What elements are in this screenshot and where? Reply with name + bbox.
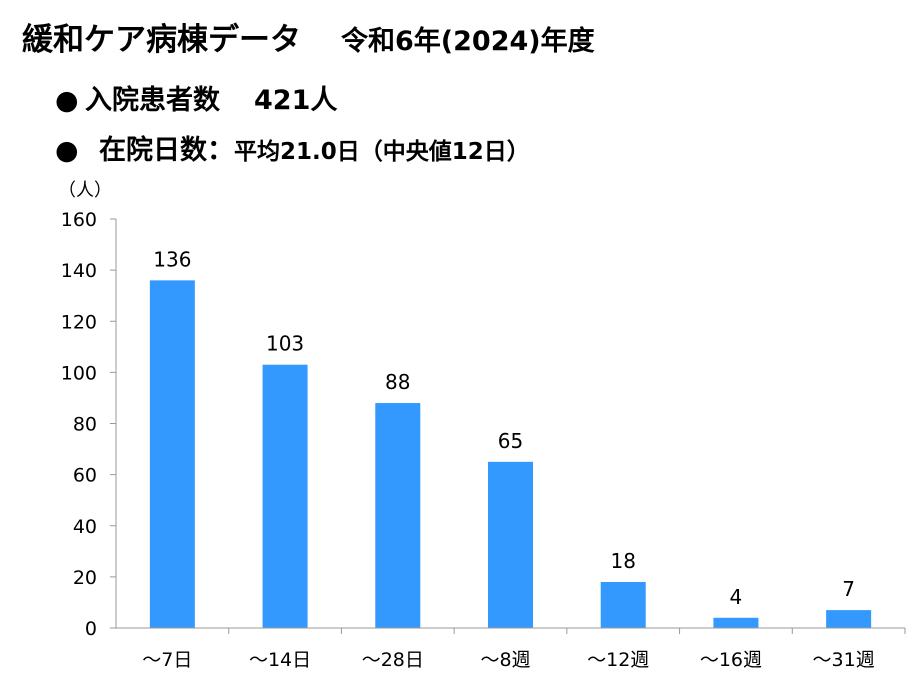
patients-label: 入院患者数 — [85, 85, 220, 116]
data-label: 136 — [153, 247, 191, 271]
y-tick-label: 80 — [73, 414, 97, 436]
y-tick-label: 20 — [73, 567, 97, 589]
y-axis-ticks: 0 20 40 60 80 100 120 140 160 — [61, 209, 116, 640]
patients-line: ● 入院患者数 421人 — [55, 78, 337, 117]
data-label: 65 — [498, 429, 523, 453]
stay-line: ● 在院日数：平均21.0日（中央値12日） — [55, 128, 530, 167]
y-tick-label: 160 — [61, 209, 97, 231]
x-axis-labels: ～7日 ～14日 ～28日 ～8週 ～12週 ～16週 ～31週 — [142, 649, 874, 671]
x-tick-label: ～14日 — [249, 649, 311, 671]
bar — [713, 617, 759, 628]
axes — [115, 219, 906, 634]
y-axis-label: （人） — [58, 180, 112, 201]
y-tick-label: 100 — [61, 362, 97, 384]
x-tick-label: ～8週 — [480, 649, 530, 671]
bar — [149, 280, 195, 628]
x-tick-label: ～31週 — [813, 649, 875, 671]
page-title: 緩和ケア病棟データ 令和6年(2024)年度 — [22, 14, 595, 59]
y-tick-label: 60 — [73, 465, 97, 487]
fiscal-year: 令和6年(2024)年度 — [341, 26, 595, 57]
x-tick-label: ～16週 — [700, 649, 762, 671]
bar — [488, 461, 533, 628]
y-tick-label: 120 — [61, 311, 97, 333]
data-label: 4 — [730, 585, 743, 609]
bars — [149, 280, 872, 628]
bullet-icon: ● — [55, 135, 79, 166]
data-label: 88 — [385, 370, 410, 394]
chart-title: 緩和ケア病棟データ — [22, 22, 301, 58]
bullet-icon: ● — [55, 85, 79, 116]
bar — [375, 403, 421, 628]
bar — [600, 581, 646, 628]
x-tick-label: ～12週 — [587, 649, 649, 671]
data-label: 7 — [842, 577, 855, 601]
data-labels: 136 103 88 65 18 4 7 — [153, 247, 855, 608]
y-tick-label: 140 — [61, 260, 97, 282]
y-tick-label: 0 — [85, 618, 97, 640]
patients-value: 421人 — [254, 85, 338, 116]
stay-value: 平均21.0日（中央値12日） — [234, 139, 530, 165]
bar — [262, 364, 308, 628]
x-tick-label: ～7日 — [142, 649, 192, 671]
data-label: 103 — [266, 332, 304, 356]
y-tick-label: 40 — [73, 516, 97, 538]
bar — [826, 610, 872, 628]
x-tick-label: ～28日 — [362, 649, 424, 671]
stay-label: 在院日数： — [99, 135, 234, 166]
data-label: 18 — [610, 549, 635, 573]
